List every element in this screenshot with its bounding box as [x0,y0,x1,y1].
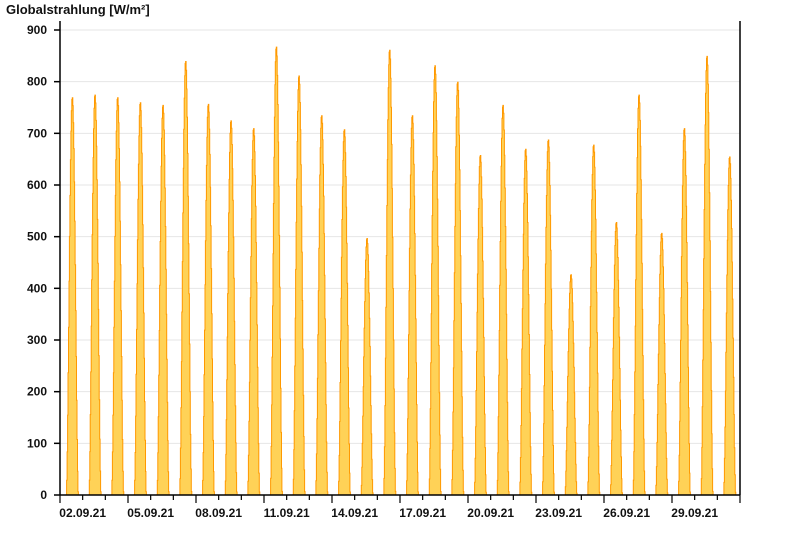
x-tick-label: 23.09.21 [535,506,582,520]
day-area-05.09.21 [150,104,174,496]
x-tick-label: 02.09.21 [59,506,106,520]
y-tick-label: 900 [27,23,47,37]
day-area-27.09.21 [649,232,673,496]
day-area-08.09.21 [218,120,242,496]
day-area-20.09.21 [490,104,514,496]
day-area-29.09.21 [694,55,718,496]
day-area-23.09.21 [558,274,582,496]
day-area-16.09.21 [400,115,424,496]
day-area-12.09.21 [309,115,333,496]
y-tick-label: 700 [27,126,47,140]
x-tick-label: 14.09.21 [331,506,378,520]
x-tick-label: 29.09.21 [671,506,718,520]
y-tick-label: 0 [40,488,47,502]
day-area-02.09.21 [82,94,106,496]
y-tick-label: 400 [27,281,47,295]
day-area-22.09.21 [536,139,560,496]
day-area-26.09.21 [626,94,650,496]
day-area-07.09.21 [196,103,220,496]
day-area-06.09.21 [173,61,197,496]
x-tick-label: 26.09.21 [603,506,650,520]
x-tick-label: 20.09.21 [467,506,514,520]
y-tick-label: 600 [27,178,47,192]
x-tick-label: 11.09.21 [264,506,310,520]
day-area-24.09.21 [581,144,605,496]
day-area-19.09.21 [468,155,492,496]
x-tick-label: 05.09.21 [127,506,174,520]
y-tick-label: 200 [27,385,47,399]
day-area-13.09.21 [332,129,356,496]
y-tick-label: 500 [27,230,47,244]
day-area-09.09.21 [241,128,265,496]
chart-title: Globalstrahlung [W/m²] [6,2,150,17]
day-area-15.09.21 [377,49,401,496]
day-area-28.09.21 [672,128,696,496]
day-area-10.09.21 [264,46,288,496]
day-area-03.09.21 [105,97,129,496]
day-area-11.09.21 [286,75,310,496]
day-area-01.09.21 [60,97,84,496]
day-area-30.09.21 [717,156,741,496]
x-tick-label: 08.09.21 [195,506,242,520]
y-tick-label: 800 [27,75,47,89]
day-area-04.09.21 [128,102,152,496]
day-area-25.09.21 [604,222,628,496]
x-tick-label: 17.09.21 [399,506,446,520]
day-area-14.09.21 [354,238,378,496]
y-tick-label: 100 [27,436,47,450]
day-area-17.09.21 [422,65,446,496]
y-tick-label: 300 [27,333,47,347]
